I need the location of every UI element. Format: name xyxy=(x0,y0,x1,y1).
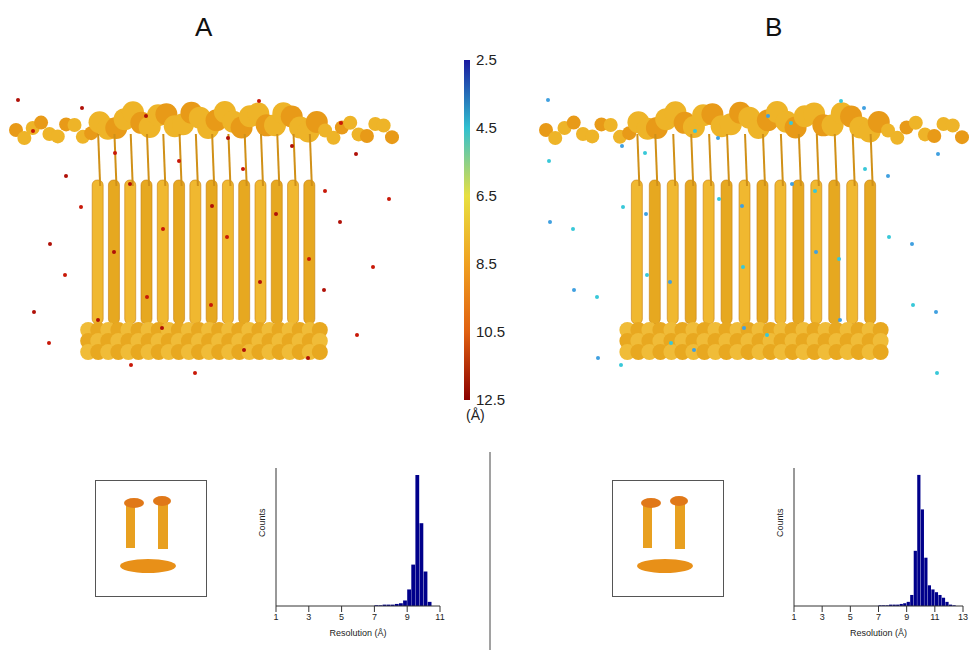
svg-text:Counts: Counts xyxy=(257,508,267,537)
svg-text:9: 9 xyxy=(405,612,410,622)
svg-text:8.5: 8.5 xyxy=(476,255,497,272)
svg-text:Counts: Counts xyxy=(775,508,785,537)
svg-text:7: 7 xyxy=(876,612,881,622)
svg-text:1: 1 xyxy=(273,612,278,622)
html-text:B: B xyxy=(765,12,783,42)
html-text:A: A xyxy=(195,12,213,42)
svg-text:1: 1 xyxy=(791,612,796,622)
svg-text:13: 13 xyxy=(958,612,968,622)
svg-text:Resolution (Å): Resolution (Å) xyxy=(329,628,386,638)
svg-text:(Å): (Å) xyxy=(466,407,485,423)
svg-text:4.5: 4.5 xyxy=(476,119,497,136)
svg-text:Resolution (Å): Resolution (Å) xyxy=(850,628,907,638)
svg-text:5: 5 xyxy=(339,612,344,622)
svg-text:12.5: 12.5 xyxy=(476,391,505,408)
svg-text:7: 7 xyxy=(372,612,377,622)
svg-text:11: 11 xyxy=(435,612,444,622)
svg-text:11: 11 xyxy=(930,612,939,622)
svg-text:3: 3 xyxy=(306,612,311,622)
svg-text:10.5: 10.5 xyxy=(476,323,505,340)
svg-text:5: 5 xyxy=(848,612,853,622)
svg-text:6.5: 6.5 xyxy=(476,187,497,204)
svg-text:2.5: 2.5 xyxy=(476,51,497,68)
svg-text:3: 3 xyxy=(820,612,825,622)
svg-text:9: 9 xyxy=(904,612,909,622)
